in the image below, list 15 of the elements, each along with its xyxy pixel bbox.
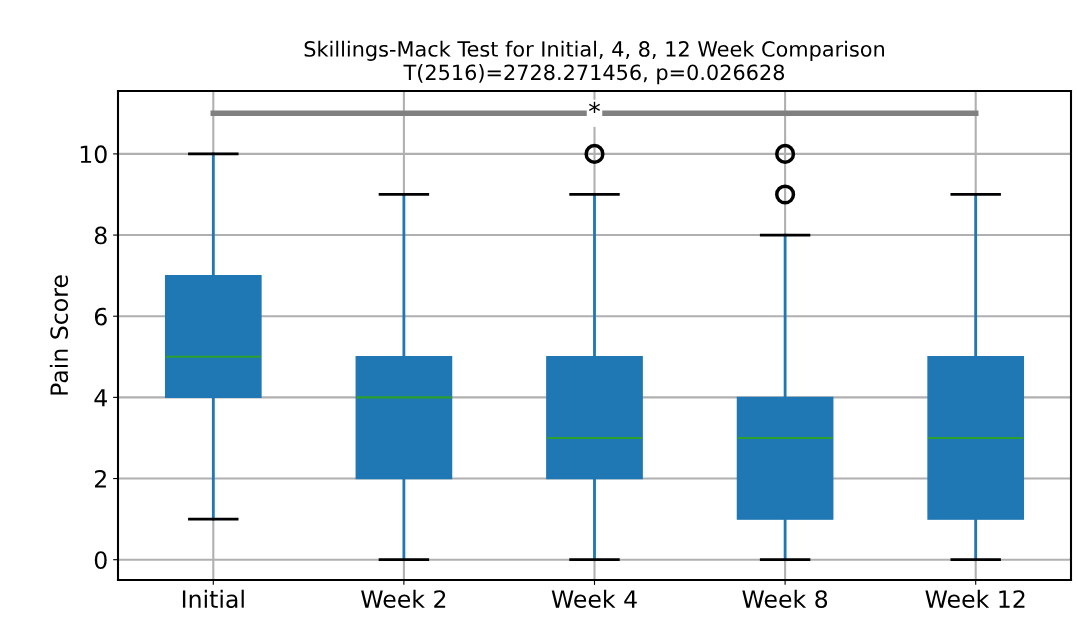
x-tick-label: Week 8 (742, 589, 828, 608)
y-tick-label: 6 (94, 307, 107, 326)
y-tick-label: 8 (94, 226, 107, 245)
x-tick-label: Initial (182, 589, 244, 608)
x-tick-label: Week 12 (925, 589, 1025, 608)
chart-title: Skillings-Mack Test for Initial, 4, 8, 12 Week Comparison (304, 40, 884, 61)
y-axis-title: Pain Score (49, 275, 69, 395)
y-tick-label: 0 (94, 551, 107, 570)
x-tick-label: Week 4 (551, 589, 637, 608)
y-tick-label: 2 (94, 469, 106, 488)
y-tick-label: 10 (80, 145, 107, 164)
chart-subtitle: T(2516)=2728.271456, p=0.026628 (403, 64, 785, 85)
ref-line-label: * (589, 101, 600, 114)
x-tick-label: Week 2 (361, 589, 446, 608)
y-tick-label: 4 (94, 389, 107, 407)
